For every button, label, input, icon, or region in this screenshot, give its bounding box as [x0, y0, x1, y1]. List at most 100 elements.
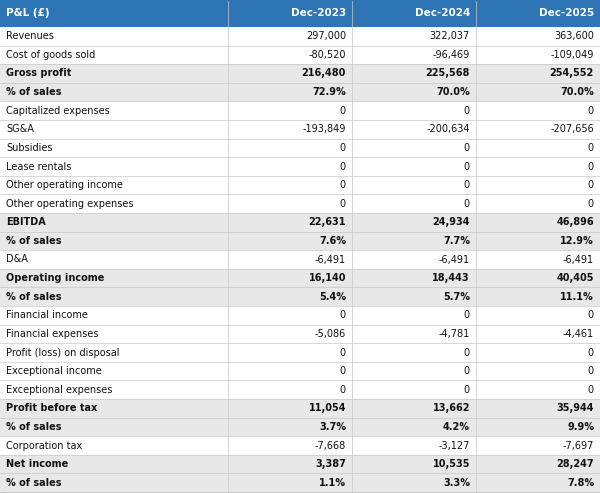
Text: 0: 0: [588, 310, 594, 320]
Text: 363,600: 363,600: [554, 31, 594, 41]
Text: 7.7%: 7.7%: [443, 236, 470, 246]
Bar: [0, 473, 600, 492]
Bar: [228, 0, 352, 27]
Text: 16,140: 16,140: [308, 273, 346, 283]
Text: % of sales: % of sales: [6, 236, 62, 246]
Text: % of sales: % of sales: [6, 422, 62, 432]
Text: 0: 0: [588, 199, 594, 209]
Text: 0: 0: [464, 385, 470, 395]
Text: 0: 0: [340, 143, 346, 153]
Bar: [0, 250, 600, 269]
Text: 24,934: 24,934: [433, 217, 470, 227]
Text: 0: 0: [464, 310, 470, 320]
Text: 0: 0: [340, 348, 346, 357]
Text: 0: 0: [464, 106, 470, 116]
Text: 0: 0: [340, 106, 346, 116]
Text: 0: 0: [588, 143, 594, 153]
Bar: [476, 0, 600, 27]
Bar: [0, 269, 600, 287]
Bar: [0, 343, 600, 362]
Bar: [0, 418, 600, 436]
Text: -6,491: -6,491: [315, 254, 346, 265]
Text: -4,461: -4,461: [563, 329, 594, 339]
Bar: [0, 176, 600, 194]
Bar: [0, 139, 600, 157]
Text: 322,037: 322,037: [430, 31, 470, 41]
Text: -80,520: -80,520: [308, 50, 346, 60]
Text: Net income: Net income: [6, 459, 68, 469]
Text: 9.9%: 9.9%: [567, 422, 594, 432]
Text: 4.2%: 4.2%: [443, 422, 470, 432]
Text: -3,127: -3,127: [439, 441, 470, 451]
Text: Exceptional income: Exceptional income: [6, 366, 102, 376]
Text: -200,634: -200,634: [427, 124, 470, 134]
Text: Corporation tax: Corporation tax: [6, 441, 82, 451]
Bar: [0, 194, 600, 213]
Text: Financial income: Financial income: [6, 310, 88, 320]
Text: P&L (£): P&L (£): [6, 8, 50, 19]
Bar: [0, 157, 600, 176]
Bar: [0, 381, 600, 399]
Text: -5,086: -5,086: [315, 329, 346, 339]
Text: % of sales: % of sales: [6, 478, 62, 488]
Text: 10,535: 10,535: [433, 459, 470, 469]
Bar: [0, 45, 600, 64]
Text: 0: 0: [464, 162, 470, 172]
Text: 0: 0: [464, 199, 470, 209]
Bar: [0, 213, 600, 232]
Text: 0: 0: [340, 180, 346, 190]
Text: 0: 0: [340, 162, 346, 172]
Text: 11,054: 11,054: [308, 403, 346, 413]
Text: Dec-2024: Dec-2024: [415, 8, 470, 19]
Text: -7,668: -7,668: [315, 441, 346, 451]
Text: 216,480: 216,480: [302, 69, 346, 78]
Text: -109,049: -109,049: [551, 50, 594, 60]
Text: 13,662: 13,662: [433, 403, 470, 413]
Text: Profit (loss) on disposal: Profit (loss) on disposal: [6, 348, 119, 357]
Text: 3.3%: 3.3%: [443, 478, 470, 488]
Text: 0: 0: [588, 348, 594, 357]
Text: Cost of goods sold: Cost of goods sold: [6, 50, 95, 60]
Text: 0: 0: [588, 385, 594, 395]
Text: Exceptional expenses: Exceptional expenses: [6, 385, 112, 395]
Text: Subsidies: Subsidies: [6, 143, 53, 153]
Text: 297,000: 297,000: [306, 31, 346, 41]
Text: Capitalized expenses: Capitalized expenses: [6, 106, 110, 116]
Text: 5.4%: 5.4%: [319, 292, 346, 302]
Bar: [0, 102, 600, 120]
Text: Dec-2023: Dec-2023: [291, 8, 346, 19]
Text: -193,849: -193,849: [302, 124, 346, 134]
Bar: [0, 27, 600, 45]
Text: Other operating income: Other operating income: [6, 180, 123, 190]
Text: 35,944: 35,944: [557, 403, 594, 413]
Text: 22,631: 22,631: [308, 217, 346, 227]
Text: Dec-2025: Dec-2025: [539, 8, 594, 19]
Text: 0: 0: [340, 199, 346, 209]
Bar: [0, 436, 600, 455]
Text: 7.6%: 7.6%: [319, 236, 346, 246]
Text: % of sales: % of sales: [6, 292, 62, 302]
Text: Lease rentals: Lease rentals: [6, 162, 71, 172]
Text: 0: 0: [588, 106, 594, 116]
Text: 1.1%: 1.1%: [319, 478, 346, 488]
Text: -6,491: -6,491: [563, 254, 594, 265]
Text: Gross profit: Gross profit: [6, 69, 71, 78]
Text: 0: 0: [464, 366, 470, 376]
Text: 11.1%: 11.1%: [560, 292, 594, 302]
Text: 70.0%: 70.0%: [560, 87, 594, 97]
Bar: [0, 324, 600, 343]
Bar: [0, 120, 600, 139]
Text: 5.7%: 5.7%: [443, 292, 470, 302]
Text: Revenues: Revenues: [6, 31, 54, 41]
Text: 0: 0: [464, 180, 470, 190]
Text: 0: 0: [340, 310, 346, 320]
Bar: [0, 455, 600, 473]
Text: SG&A: SG&A: [6, 124, 34, 134]
Text: Other operating expenses: Other operating expenses: [6, 199, 133, 209]
Text: D&A: D&A: [6, 254, 28, 265]
Text: 0: 0: [588, 180, 594, 190]
Text: 7.8%: 7.8%: [567, 478, 594, 488]
Bar: [0, 362, 600, 381]
Text: Financial expenses: Financial expenses: [6, 329, 98, 339]
Text: 28,247: 28,247: [556, 459, 594, 469]
